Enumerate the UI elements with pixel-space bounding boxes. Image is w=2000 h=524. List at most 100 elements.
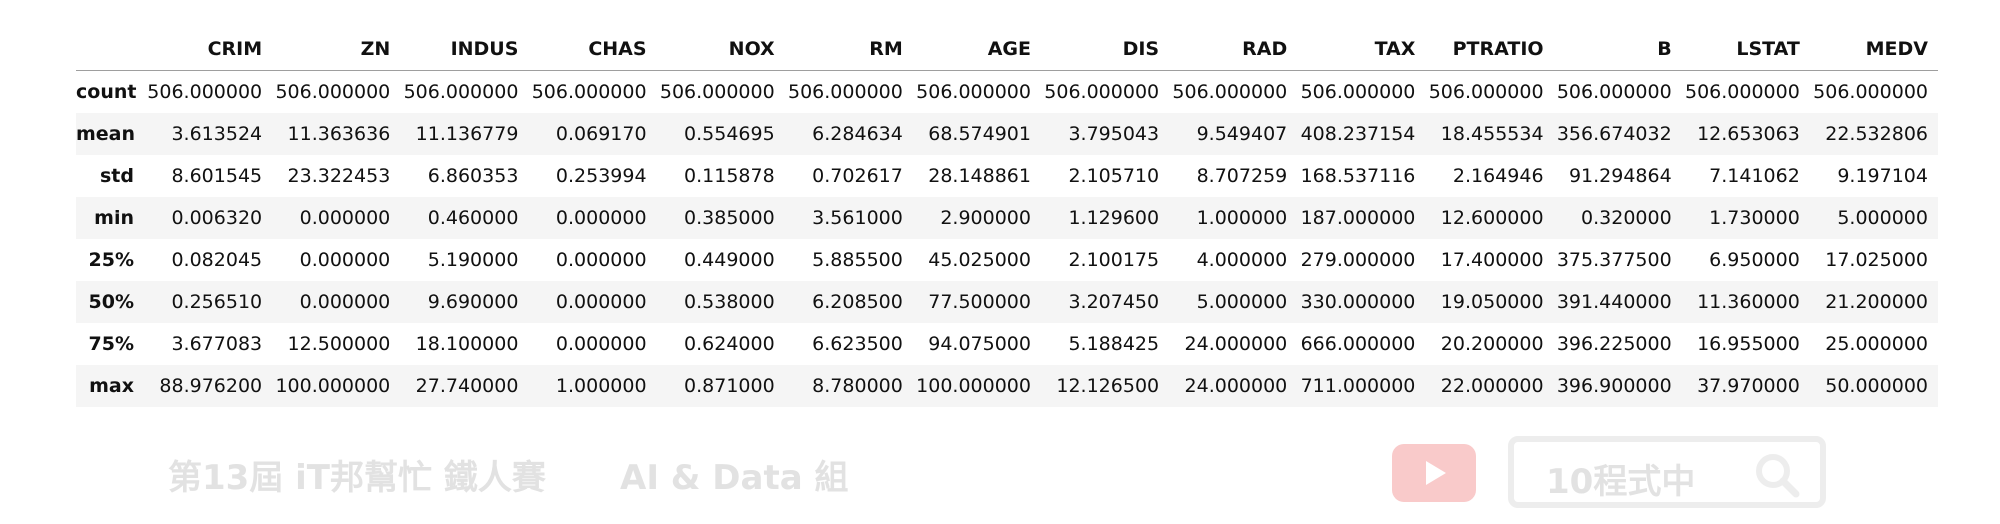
table-cell: 11.136779 (415, 123, 519, 145)
table-cell: 506.000000 (1556, 81, 1672, 103)
table-row: std 8.601545 23.322453 6.860353 0.253994 0.11… (76, 155, 1938, 197)
table-cell: 45.025000 (928, 249, 1031, 271)
table-cell: 24.000000 (1184, 375, 1288, 397)
table-cell: 0.385000 (684, 207, 775, 229)
table-cell: 5.000000 (1837, 207, 1928, 229)
row-label: max (89, 375, 134, 397)
table-cell: 6.623500 (812, 333, 903, 355)
column-header: RAD (1169, 28, 1298, 71)
watermark-banner: 第13屆 iT邦幫忙 鐵人賽 AI & Data 組 10程式中 (0, 430, 2000, 524)
column-header: LSTAT (1681, 28, 1810, 71)
column-header: AGE (912, 28, 1041, 71)
table-cell: 1.000000 (1196, 207, 1288, 229)
table-cell: 0.115878 (684, 165, 775, 187)
watermark-search-box: 10程式中 (1508, 436, 1826, 508)
table-row: 50% 0.256510 0.000000 9.690000 0.000000 0.538… (76, 281, 1938, 323)
table-row: 25% 0.082045 0.000000 5.190000 0.000000 0.449… (76, 239, 1938, 281)
table-cell: 1.129600 (1068, 207, 1160, 229)
table-cell: 0.253994 (555, 165, 647, 187)
table-cell: 168.537116 (1300, 165, 1416, 187)
column-header: INDUS (400, 28, 529, 71)
table-cell: 0.538000 (684, 291, 775, 313)
column-header: DIS (1040, 28, 1170, 71)
column-header: B (1553, 28, 1682, 71)
table-cell: 0.320000 (1581, 207, 1672, 229)
index-header (76, 28, 144, 71)
table-cell: 17.400000 (1440, 249, 1544, 271)
table-cell: 12.500000 (287, 333, 391, 355)
table-cell: 22.000000 (1440, 375, 1544, 397)
table-cell: 506.000000 (403, 81, 519, 103)
table-cell: 3.613524 (171, 123, 263, 145)
table-cell: 2.105710 (1068, 165, 1160, 187)
table-cell: 330.000000 (1300, 291, 1416, 313)
table-row: max 88.976200 100.000000 27.740000 1.000000 0… (76, 365, 1938, 407)
table-cell: 8.707259 (1196, 165, 1288, 187)
table-cell: 28.148861 (928, 165, 1031, 187)
table-cell: 375.377500 (1556, 249, 1672, 271)
table-cell: 0.000000 (299, 249, 391, 271)
table-cell: 7.141062 (1709, 165, 1800, 187)
table-cell: 0.449000 (684, 249, 775, 271)
table-cell: 506.000000 (1044, 81, 1160, 103)
table-cell: 94.075000 (928, 333, 1031, 355)
row-label: mean (76, 123, 136, 145)
watermark-category: AI & Data 組 (620, 458, 849, 498)
table-cell: 506.000000 (916, 81, 1031, 103)
column-header: CRIM (144, 28, 273, 71)
table-cell: 77.500000 (928, 291, 1031, 313)
table-cell: 3.207450 (1068, 291, 1160, 313)
table-cell: 17.025000 (1825, 249, 1928, 271)
table-cell: 11.360000 (1697, 291, 1800, 313)
table-cell: 5.190000 (427, 249, 519, 271)
column-header: TAX (1297, 28, 1426, 71)
table-cell: 396.225000 (1556, 333, 1672, 355)
table-cell: 0.554695 (684, 123, 775, 145)
search-icon (1756, 454, 1800, 498)
table-cell: 91.294864 (1568, 165, 1672, 187)
table-cell: 22.532806 (1825, 123, 1928, 145)
table-cell: 37.970000 (1697, 375, 1800, 397)
table-cell: 0.000000 (555, 333, 647, 355)
table-cell: 356.674032 (1556, 123, 1672, 145)
youtube-play-icon (1392, 444, 1476, 502)
table-cell: 19.050000 (1440, 291, 1544, 313)
row-label: 25% (88, 249, 134, 271)
table-cell: 18.100000 (415, 333, 519, 355)
describe-table: CRIM ZN INDUS CHAS NOX RM AGE DIS RAD TAX PTRATIO B… (76, 28, 1938, 407)
table-cell: 9.549407 (1196, 123, 1288, 145)
column-header: NOX (656, 28, 785, 71)
table-cell: 6.860353 (427, 165, 519, 187)
table-cell: 506.000000 (788, 81, 903, 103)
table-cell: 0.871000 (684, 375, 775, 397)
table-cell: 2.100175 (1068, 249, 1160, 271)
table-cell: 506.000000 (1172, 81, 1288, 103)
table-cell: 0.460000 (427, 207, 519, 229)
table-cell: 50.000000 (1825, 375, 1928, 397)
table-cell: 0.000000 (555, 249, 647, 271)
row-label: std (100, 165, 134, 187)
watermark-search-text: 10程式中 (1546, 462, 1696, 502)
table-row: count 506.000000 506.000000 506.000000 506.0… (76, 71, 1938, 114)
table-body: count 506.000000 506.000000 506.000000 506.0… (76, 71, 1938, 407)
row-label: count (76, 81, 137, 103)
table-cell: 5.000000 (1196, 291, 1288, 313)
table-row: mean 3.613524 11.363636 11.136779 0.069170 0.… (76, 113, 1938, 155)
column-header: RM (784, 28, 913, 71)
table-cell: 3.677083 (171, 333, 263, 355)
table-cell: 0.256510 (171, 291, 263, 313)
table-cell: 88.976200 (159, 375, 263, 397)
table-cell: 408.237154 (1300, 123, 1416, 145)
table-cell: 3.795043 (1068, 123, 1160, 145)
table-cell: 0.000000 (299, 207, 391, 229)
table-cell: 8.780000 (812, 375, 903, 397)
table-cell: 666.000000 (1300, 333, 1416, 355)
table-cell: 68.574901 (928, 123, 1031, 145)
table-cell: 23.322453 (287, 165, 391, 187)
table-cell: 20.200000 (1440, 333, 1544, 355)
table-cell: 0.000000 (555, 291, 647, 313)
describe-table-container: CRIM ZN INDUS CHAS NOX RM AGE DIS RAD TAX PTRATIO B… (76, 28, 1938, 407)
table-cell: 2.900000 (940, 207, 1031, 229)
table-cell: 12.653063 (1697, 123, 1800, 145)
table-cell: 12.600000 (1440, 207, 1544, 229)
